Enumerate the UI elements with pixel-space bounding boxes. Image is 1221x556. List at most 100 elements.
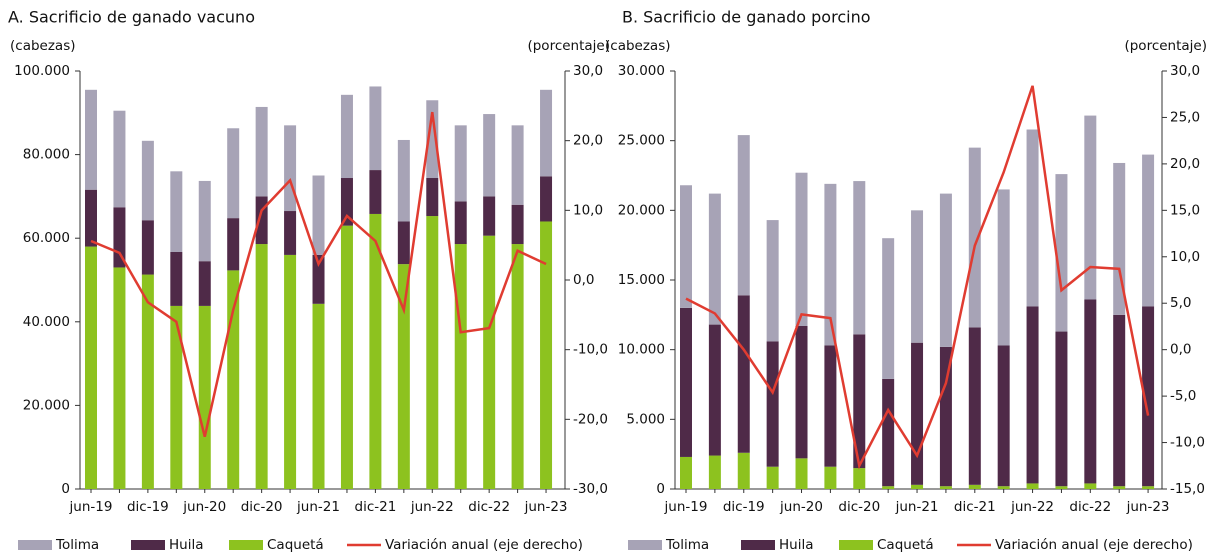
legend-swatch: [131, 540, 165, 550]
x-tick-label: dic-21: [954, 499, 996, 515]
bar-segment: [454, 125, 467, 202]
bar-segment: [968, 484, 981, 489]
x-tick-label: dic-19: [127, 499, 169, 515]
y2-tick-label: -10,0: [1170, 435, 1205, 451]
bar-segment: [882, 378, 895, 487]
y-tick-label: 25.000: [618, 133, 665, 149]
bar-segment: [426, 100, 439, 179]
y2-tick-label: 20,0: [1170, 156, 1200, 172]
bar-segment: [911, 342, 924, 485]
legend-label: Variación anual (eje derecho): [995, 537, 1193, 553]
bar-segment: [939, 193, 952, 347]
bar-segment: [113, 267, 126, 489]
bar-segment: [255, 106, 268, 197]
y2-tick-label: 25,0: [1170, 109, 1200, 125]
bar-segment: [1084, 483, 1097, 489]
x-tick-label: jun-20: [779, 499, 823, 515]
bar-segment: [766, 341, 779, 467]
bar-segment: [227, 270, 240, 489]
bar-segment: [141, 220, 154, 275]
bar-segment: [85, 246, 97, 489]
x-tick-label: dic-22: [468, 499, 510, 515]
bar-segment: [540, 176, 553, 222]
bar-segment: [824, 466, 837, 489]
bar-segment: [1055, 486, 1068, 489]
x-tick-label: jun-21: [296, 499, 340, 515]
legend-swatch: [839, 540, 873, 550]
legend-label: Caquetá: [267, 537, 324, 553]
bar-segment: [911, 484, 924, 489]
y-tick-label: 20.000: [23, 397, 70, 413]
y-tick-label: 0: [61, 481, 70, 497]
bar-segment: [511, 244, 524, 489]
bar-segment: [141, 274, 154, 489]
x-tick-label: dic-19: [723, 499, 765, 515]
bar-segment: [737, 452, 750, 489]
bar-segment: [483, 235, 496, 489]
y-tick-label: 100.000: [14, 63, 70, 79]
bar-segment: [113, 110, 126, 208]
y-tick-label: 30.000: [618, 63, 665, 79]
bar-segment: [853, 181, 866, 335]
bar-segment: [795, 172, 808, 326]
bar-segment: [511, 125, 524, 205]
legend-label: Huila: [779, 537, 813, 553]
y2-tick-label: 0,0: [573, 272, 594, 288]
bar-segment: [737, 295, 750, 453]
y-tick-label: 80.000: [23, 147, 70, 163]
bar-segment: [853, 468, 866, 489]
bar-segment: [911, 210, 924, 343]
bar-segment: [1084, 299, 1097, 484]
bar-segment: [1084, 115, 1097, 300]
y2-tick-label: 10,0: [573, 202, 603, 218]
legend-swatch: [628, 540, 662, 550]
bar-segment: [198, 305, 211, 489]
y-tick-label: 0: [656, 481, 665, 497]
y2-tick-label: -5,0: [1170, 388, 1196, 404]
bar-segment: [997, 486, 1010, 489]
x-tick-label: jun-21: [895, 499, 939, 515]
bar-segment: [882, 486, 895, 489]
bar-segment: [540, 89, 553, 177]
bar-segment: [824, 345, 837, 467]
y2-axis-label: (porcentaje): [1124, 38, 1207, 54]
bar-segment: [680, 307, 692, 457]
bar-segment: [454, 244, 467, 489]
bar-segment: [795, 325, 808, 459]
bar-segment: [939, 346, 952, 487]
y2-tick-label: -15,0: [1170, 481, 1205, 497]
bar-segment: [397, 139, 410, 222]
y2-tick-label: 15,0: [1170, 202, 1200, 218]
y2-tick-label: 5,0: [1170, 295, 1191, 311]
bar-segment: [1113, 162, 1126, 315]
bar-segment: [284, 254, 297, 489]
bar-segment: [540, 221, 553, 490]
y2-tick-label: -10,0: [573, 342, 608, 358]
bar-segment: [483, 196, 496, 236]
bar-segment: [454, 201, 467, 245]
y2-tick-label: -30,0: [573, 481, 608, 497]
y2-tick-label: 20,0: [573, 133, 603, 149]
y-tick-label: 60.000: [23, 230, 70, 246]
bar-segment: [198, 261, 211, 306]
bar-segment: [1113, 314, 1126, 487]
bar-segment: [1055, 174, 1068, 332]
bar-segment: [680, 185, 692, 308]
bar-segment: [708, 193, 721, 325]
x-tick-label: jun-22: [410, 499, 454, 515]
y-tick-label: 40.000: [23, 314, 70, 330]
bar-segment: [997, 345, 1010, 487]
legend-label: Tolima: [55, 537, 99, 553]
y-tick-label: 15.000: [618, 272, 665, 288]
y-tick-label: 20.000: [618, 202, 665, 218]
x-tick-label: jun-19: [664, 499, 708, 515]
line-series: [685, 85, 1150, 470]
bar-segment: [824, 183, 837, 346]
x-tick-label: jun-19: [69, 499, 113, 515]
legend-label: Huila: [169, 537, 203, 553]
bar-segment: [708, 455, 721, 489]
x-tick-label: dic-21: [355, 499, 397, 515]
bar-segment: [968, 147, 981, 328]
bar-segment: [737, 135, 750, 296]
bar-segment: [312, 254, 325, 304]
